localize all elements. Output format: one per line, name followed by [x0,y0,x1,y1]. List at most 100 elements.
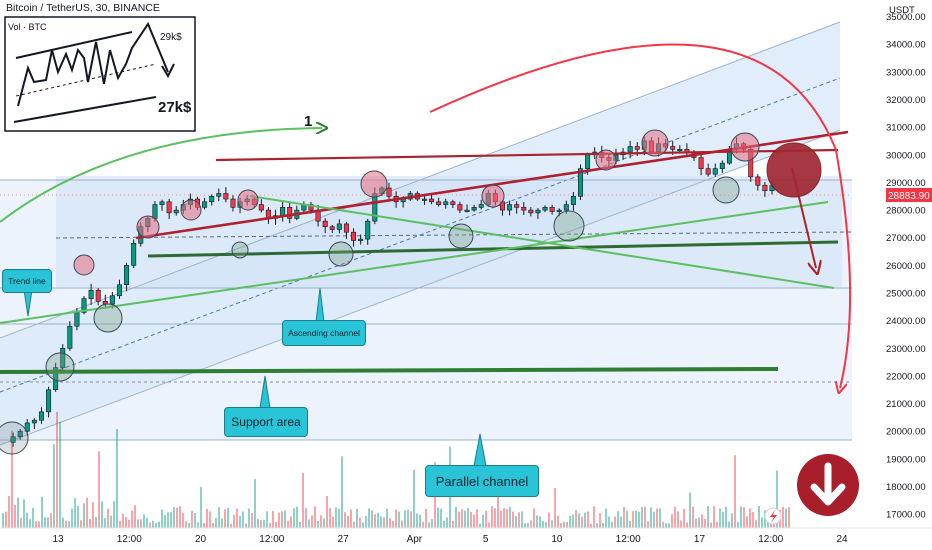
volume-bar [587,511,589,528]
volume-bar [551,520,553,528]
volume-bar [170,512,172,528]
candle-body [471,207,477,211]
volume-bar [182,513,184,528]
support-area-line [0,367,779,374]
volume-bar [593,506,595,528]
volume-bar [215,518,217,528]
volume-bar [515,515,517,528]
candle-body [258,204,264,211]
volume-bar [470,511,472,528]
swing-high-circle [360,170,388,198]
volume-bar [17,497,19,528]
volume-bar [455,506,457,528]
volume-bar [209,511,211,528]
candle-body [755,176,761,186]
time-tick-label: Apr [407,534,423,545]
volume-bar [113,501,115,528]
volume-bar [137,519,139,528]
price-tick-label: 23000.00 [886,344,926,355]
candle-body [81,298,87,313]
volume-bar [41,496,43,528]
candle-body [216,193,222,197]
volume-bar [575,510,577,528]
volume-bar [683,508,685,528]
time-tick-label: 12:00 [616,534,641,545]
volume-bar [452,520,454,528]
volume-bar [566,521,568,528]
volume-bar [512,511,514,528]
volume-bar [65,520,67,528]
volume-bar [623,506,625,528]
candle-body [585,154,591,169]
volume-bar [107,508,109,528]
volume-bar [713,506,715,528]
price-tick-label: 22000.00 [886,371,926,382]
swing-high-circle [595,149,617,171]
volume-bar [494,508,496,528]
swing-highlights [0,129,822,455]
volume-bar [533,508,535,528]
volume-bar [314,506,316,528]
price-tick-label: 34000.00 [886,40,926,51]
volume-bar [662,521,664,528]
volume-bar [701,514,703,528]
inset-lower-trend-stroke [13,96,157,123]
volume-bar [749,508,751,528]
volume-bar [116,429,118,528]
time-tick-label: 17 [694,534,706,545]
volume-bar [242,511,244,528]
candle-body [287,207,293,219]
volume-bar [32,507,34,528]
swing-high-circle [73,254,95,276]
volume-bar [632,511,634,528]
volume-bar [245,523,247,528]
volume-bar [404,510,406,528]
flash-badge[interactable] [764,507,782,525]
volume-bar [401,520,403,528]
volume-bar [374,514,376,528]
volume-bar [50,513,52,528]
volume-bar [467,507,469,528]
volume-bar [38,521,40,528]
volume-bar [299,522,301,528]
candle-body [535,209,541,214]
volume-bars [2,411,790,528]
wave-1-label: 1 [304,113,312,130]
time-tick-label: 20 [195,534,207,545]
volume-bar [221,518,223,528]
candle-body [549,207,555,212]
volume-bar [80,520,82,528]
volume-bar [368,508,370,528]
volume-bar [542,520,544,528]
candle-body [46,389,52,413]
volume-bar [197,522,199,528]
volume-bar [146,517,148,528]
lightning-glyph [770,510,777,523]
volume-bar [188,523,190,528]
volume-bar [362,522,364,528]
price-tick-label: 32000.00 [886,95,926,106]
volume-bar [356,508,358,528]
volume-bar [728,521,730,528]
volume-bar [491,506,493,528]
candle-body [570,195,576,205]
candle-body [280,207,286,216]
swing-high-circle [481,184,505,208]
time-tick-label: 10 [551,534,563,545]
candle-body [88,289,94,299]
trend-line-callout: Trend line [2,269,52,293]
price-tick-label: 28000.00 [886,206,926,217]
projection-arc-2 [429,43,852,388]
volume-bar [185,521,187,528]
down-arrow-badge [797,454,859,516]
volume-bar [86,497,88,528]
volume-bar [626,510,628,528]
inset-label-top: 29k$ [160,32,182,43]
volume-bar [431,519,433,528]
volume-bar [95,517,97,528]
trend-line [0,201,829,324]
volume-bar [605,508,607,528]
swing-high-circle [641,129,669,157]
volume-bar [716,521,718,528]
volume-bar [788,507,790,528]
